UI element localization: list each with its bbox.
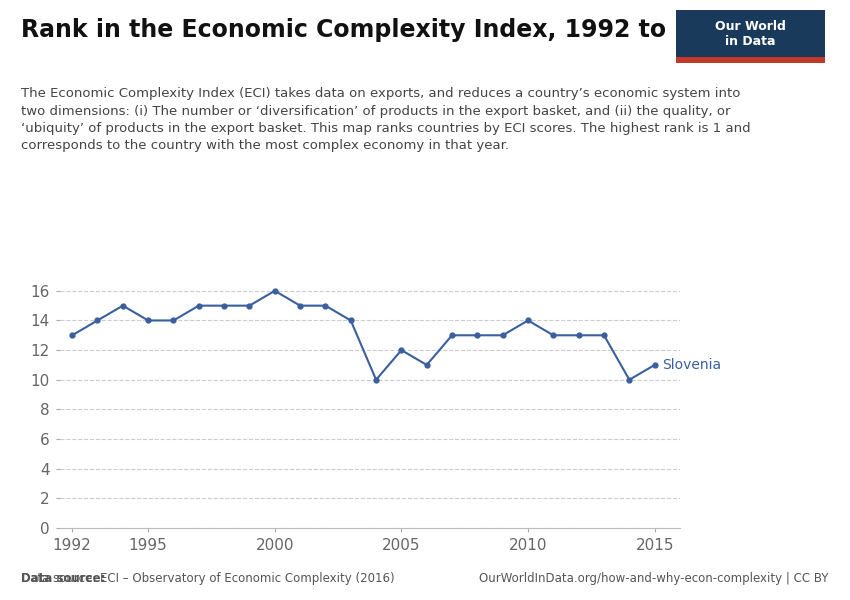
Text: Rank in the Economic Complexity Index, 1992 to 2015: Rank in the Economic Complexity Index, 1… — [21, 18, 740, 42]
Text: Slovenia: Slovenia — [662, 358, 722, 372]
Text: Data source: ECI – Observatory of Economic Complexity (2016): Data source: ECI – Observatory of Econom… — [21, 572, 395, 585]
Text: The Economic Complexity Index (ECI) takes data on exports, and reduces a country: The Economic Complexity Index (ECI) take… — [21, 87, 751, 152]
Text: Data source:: Data source: — [21, 572, 105, 585]
Text: Our World
in Data: Our World in Data — [715, 20, 785, 47]
Text: OurWorldInData.org/how-and-why-econ-complexity | CC BY: OurWorldInData.org/how-and-why-econ-comp… — [479, 572, 829, 585]
